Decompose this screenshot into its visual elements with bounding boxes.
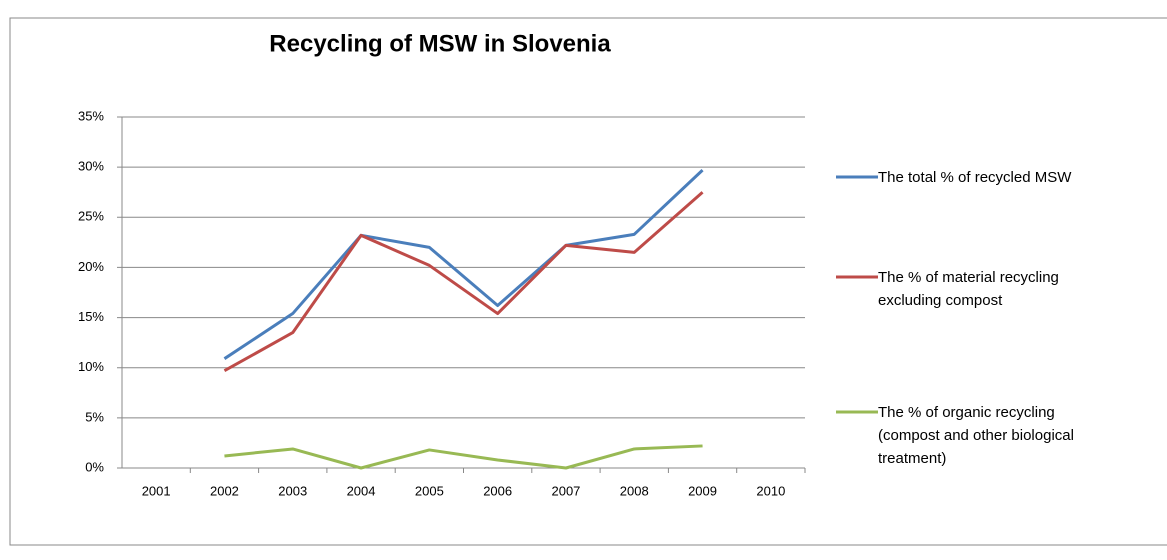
x-tick-label: 2001 (142, 483, 171, 498)
x-tick-label: 2009 (688, 483, 717, 498)
chart-title: Recycling of MSW in Slovenia (269, 30, 611, 57)
y-tick-label: 25% (78, 209, 104, 224)
series-line (224, 444, 703, 470)
x-tick-label: 2006 (483, 483, 512, 498)
legend-label: The total % of recycled MSW (878, 169, 1072, 186)
x-tick-label: 2004 (347, 483, 376, 498)
x-tick-label: 2005 (415, 483, 444, 498)
series-line (223, 169, 704, 360)
x-tick-label: 2002 (210, 483, 239, 498)
y-tick-label: 15% (78, 309, 104, 324)
y-tick-label: 5% (85, 409, 104, 424)
legend-label: The % of organic recycling (compost and … (878, 404, 1074, 467)
y-tick-label: 0% (85, 459, 104, 474)
x-tick-label: 2003 (278, 483, 307, 498)
x-tick-label: 2007 (551, 483, 580, 498)
series-line (223, 191, 704, 373)
y-tick-label: 10% (78, 359, 104, 374)
x-tick-label: 2008 (620, 483, 649, 498)
legend-label: The % of material recycling excluding co… (878, 269, 1059, 309)
y-tick-label: 35% (78, 108, 104, 123)
chart-frame (9, 17, 1167, 546)
y-tick-label: 30% (78, 159, 104, 174)
y-tick-label: 20% (78, 259, 104, 274)
x-tick-label: 2010 (756, 483, 785, 498)
